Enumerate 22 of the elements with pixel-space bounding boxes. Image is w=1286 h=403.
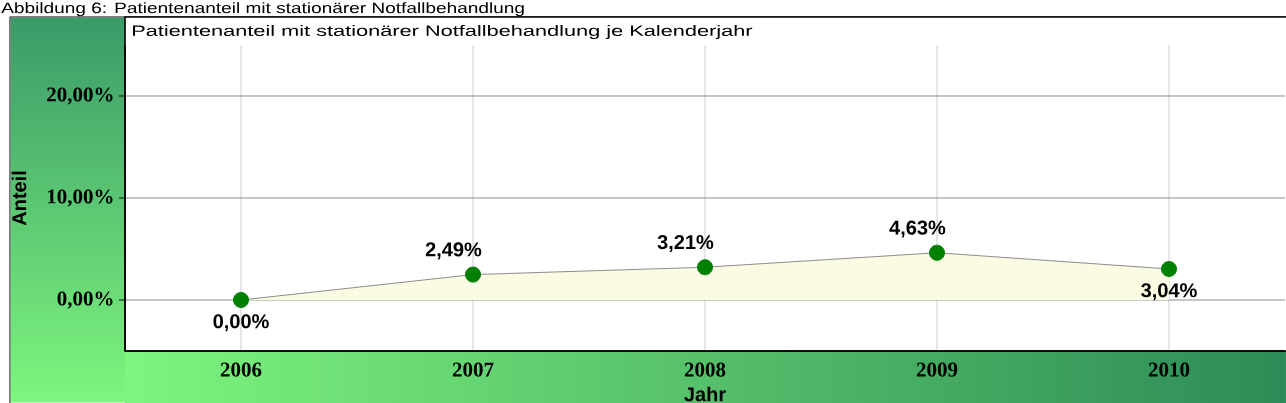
x-tick-label: 2008 <box>684 362 726 377</box>
chart-subtitle: Patientenanteil mit stationärer Notfallbehandlung je Kalenderjahr <box>133 25 753 39</box>
point <box>697 259 713 276</box>
point <box>465 266 482 283</box>
x-tick-label: 2006 <box>220 362 262 377</box>
data-label: 2,49% <box>425 242 482 260</box>
y-axis-title: Anteil <box>11 171 27 226</box>
data-label: 0,00% <box>213 314 269 332</box>
x-tick-label: 2010 <box>1148 362 1190 377</box>
data-label: 3,21% <box>657 234 714 253</box>
y-tick-label: 0,00% <box>57 291 113 309</box>
x-tick-label: 2009 <box>916 362 958 377</box>
data-label: 4,63% <box>889 220 946 238</box>
data-label: 3,04% <box>1141 283 1197 301</box>
y-tick-label: 20,00% <box>47 87 113 105</box>
point <box>929 244 945 261</box>
point <box>1161 260 1177 277</box>
x-tick-label: 2007 <box>452 362 494 377</box>
chart-title: Abbildung 6: Patientenanteil mit stationärer Notfallbehandlung <box>1 2 524 17</box>
point <box>233 291 250 308</box>
y-tick-label: 10,00% <box>47 189 113 207</box>
x-axis-title: Jahr <box>684 386 726 402</box>
